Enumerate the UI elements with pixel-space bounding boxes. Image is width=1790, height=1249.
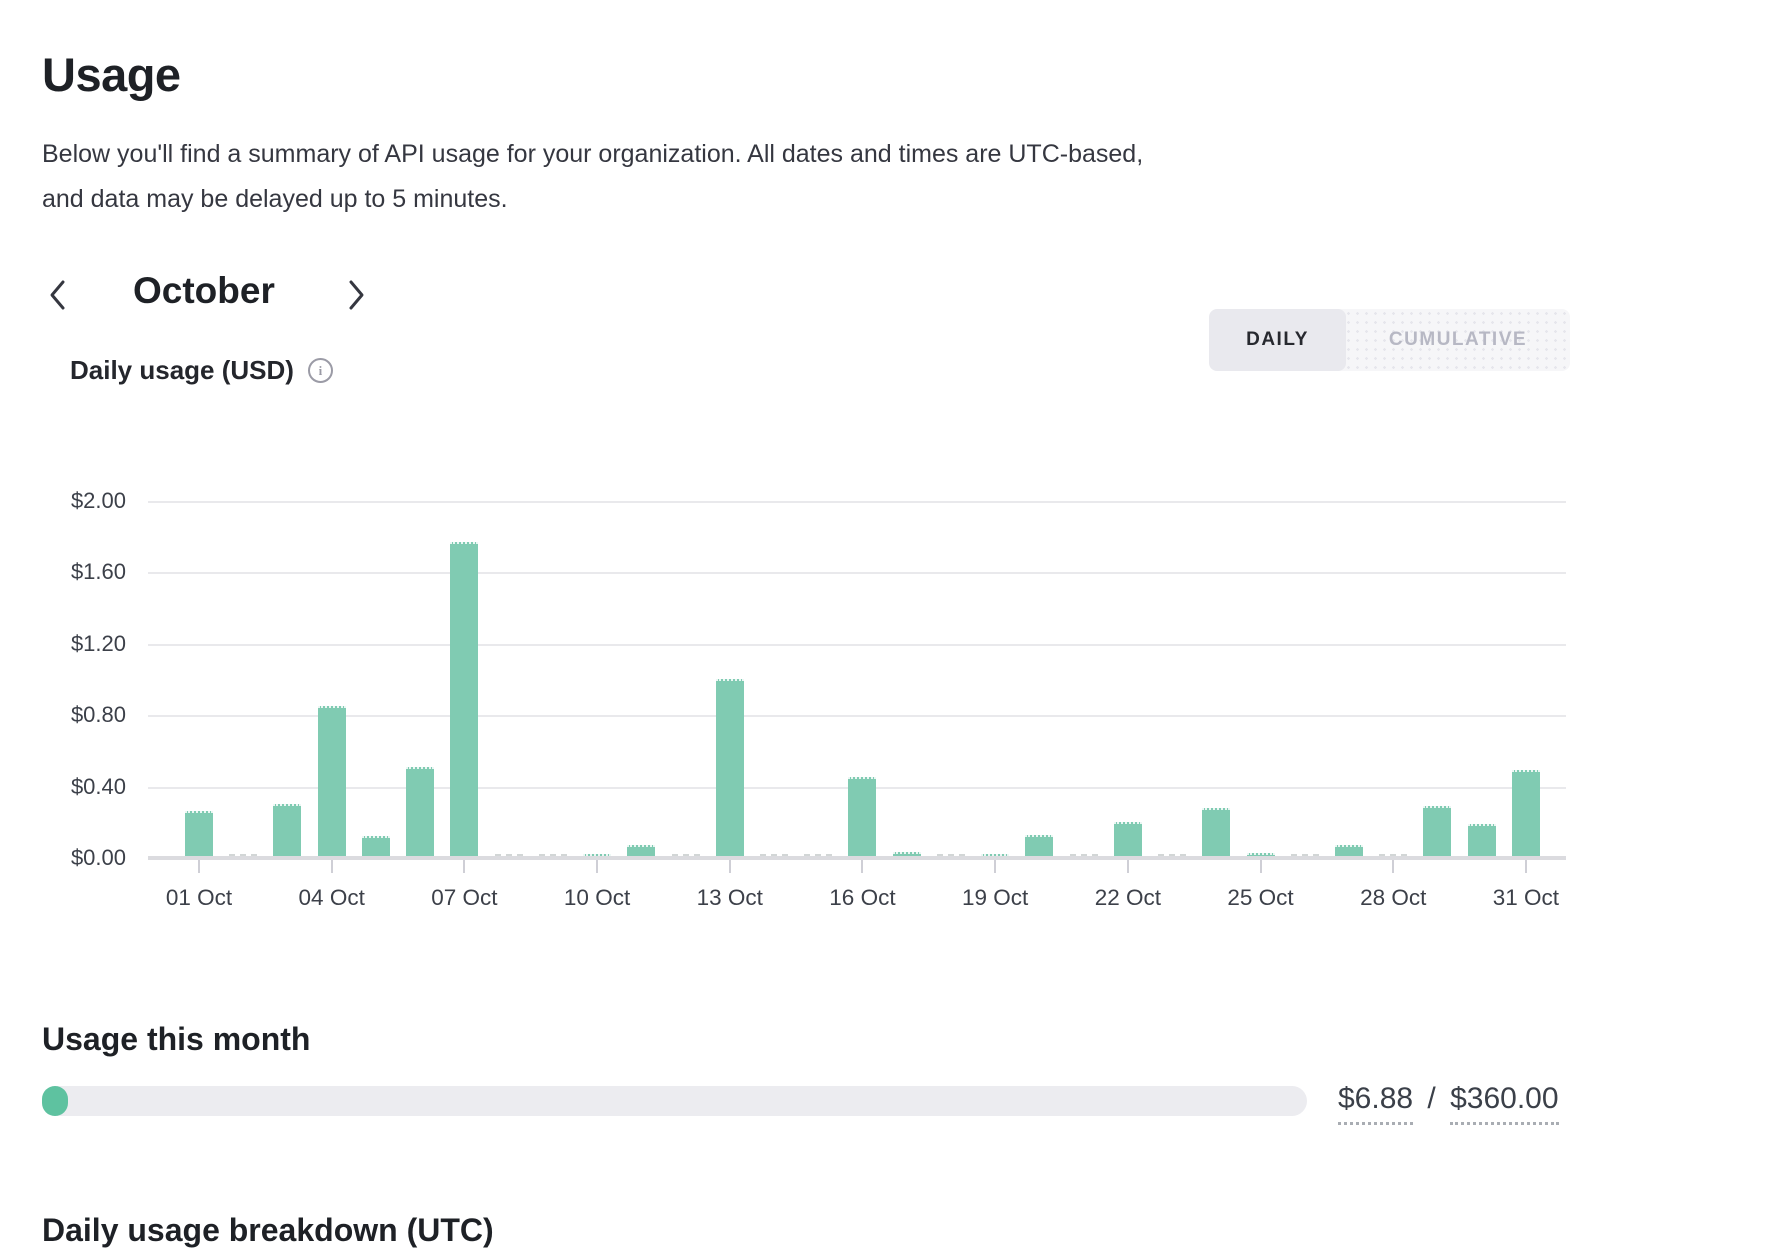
- bar-27-oct[interactable]: [1334, 845, 1363, 856]
- y-axis-tick-label: $2.00: [70, 488, 126, 513]
- bar-07-oct[interactable]: [450, 542, 479, 856]
- y-axis-tick-label: $0.00: [70, 845, 126, 870]
- bar-06-oct[interactable]: [406, 767, 435, 856]
- x-axis-tick: [596, 860, 599, 873]
- page-description-line2: and data may be delayed up to 5 minutes.: [42, 185, 508, 213]
- x-axis-tick: [1524, 860, 1527, 873]
- chart-title: Daily usage (USD): [70, 355, 294, 385]
- bar-22-oct[interactable]: [1113, 822, 1142, 856]
- chart-title-row: Daily usage (USD) i: [70, 355, 333, 386]
- x-axis-tick-label: 07 Oct: [431, 885, 498, 910]
- gridline: [148, 643, 1566, 646]
- zero-bar-23-oct: [1158, 854, 1187, 856]
- usage-used-amount[interactable]: $6.88: [1338, 1082, 1414, 1125]
- usage-limit-amount[interactable]: $360.00: [1450, 1082, 1559, 1125]
- bar-20-oct[interactable]: [1025, 835, 1054, 856]
- x-axis-tick: [1392, 860, 1395, 873]
- page-description: Below you'll find a summary of API usage…: [42, 132, 1143, 222]
- y-axis-tick-label: $1.60: [70, 559, 126, 585]
- zero-bar-14-oct: [759, 854, 788, 856]
- plot-area: 01 Oct 04 Oct 07 Oct 10 Oct 13 Oct 16 Oct 19 O…: [148, 501, 1566, 910]
- bar-04-oct[interactable]: [317, 706, 346, 856]
- previous-month-button[interactable]: [46, 278, 70, 312]
- gridline: [148, 572, 1566, 575]
- bar-24-oct[interactable]: [1202, 808, 1231, 856]
- bar-13-oct[interactable]: [715, 679, 744, 856]
- bar-01-oct[interactable]: [185, 811, 213, 856]
- usage-amount-separator: /: [1419, 1082, 1445, 1115]
- daily-toggle-button[interactable]: DAILY: [1209, 309, 1346, 371]
- page-title: Usage: [42, 48, 181, 102]
- x-axis-tick-label: 13 Oct: [696, 885, 763, 910]
- bar-05-oct[interactable]: [361, 836, 390, 856]
- zero-bar-18-oct: [936, 854, 965, 856]
- x-axis-tick: [1259, 860, 1262, 873]
- usage-amounts: $6.88 / $360.00: [1338, 1082, 1559, 1125]
- x-axis-tick-label: 04 Oct: [298, 885, 365, 910]
- bar-10-oct[interactable]: [583, 854, 612, 856]
- zero-bar-02-oct: [229, 854, 258, 856]
- x-axis-tick: [463, 860, 466, 873]
- bar-29-oct[interactable]: [1423, 806, 1452, 856]
- y-axis-tick-label: $0.40: [70, 773, 126, 799]
- bar-30-oct[interactable]: [1467, 824, 1496, 856]
- x-axis-tick-label: 28 Oct: [1360, 885, 1427, 910]
- zero-bar-15-oct: [804, 854, 833, 856]
- gridline: [148, 715, 1566, 718]
- zero-bar-26-oct: [1290, 854, 1319, 856]
- bar-11-oct[interactable]: [627, 845, 656, 856]
- bar-25-oct[interactable]: [1246, 853, 1275, 856]
- cumulative-toggle-button[interactable]: CUMULATIVE: [1346, 309, 1570, 371]
- zero-bar-28-oct: [1379, 854, 1408, 856]
- daily-breakdown-heading: Daily usage breakdown (UTC): [42, 1211, 494, 1248]
- usage-month-heading: Usage this month: [42, 1020, 311, 1057]
- month-label: October: [133, 270, 275, 311]
- x-axis-tick: [994, 860, 997, 873]
- info-icon[interactable]: i: [307, 358, 333, 383]
- x-axis-tick: [198, 860, 200, 873]
- view-toggle: DAILY CUMULATIVE: [1209, 309, 1570, 371]
- x-axis-tick: [1126, 860, 1129, 873]
- x-axis-tick-label: 01 Oct: [165, 885, 233, 910]
- x-axis-tick: [330, 860, 333, 873]
- zero-bar-21-oct: [1069, 854, 1098, 856]
- x-axis-tick: [861, 860, 864, 873]
- x-axis-tick-label: 22 Oct: [1094, 885, 1161, 910]
- y-axis-labels: $2.00 $1.60 $1.20 $0.80 $0.40 $0.00: [0, 488, 126, 870]
- x-axis-tick: [728, 860, 731, 873]
- bar-31-oct[interactable]: [1511, 770, 1540, 856]
- x-axis-tick-label: 19 Oct: [961, 885, 1029, 910]
- usage-progress-bar: [42, 1086, 1307, 1116]
- x-axis-tick-label: 31 Oct: [1492, 885, 1560, 910]
- bar-19-oct[interactable]: [981, 854, 1010, 856]
- usage-progress-fill: [42, 1086, 68, 1116]
- x-axis-tick-label: 10 Oct: [563, 885, 631, 910]
- x-axis-tick-label: 25 Oct: [1227, 885, 1294, 910]
- y-axis-tick-label: $0.80: [70, 702, 126, 728]
- page-description-line1: Below you'll find a summary of API usage…: [42, 140, 1144, 168]
- x-axis-tick-label: 16 Oct: [829, 885, 896, 910]
- bar-03-oct[interactable]: [273, 804, 302, 856]
- bar-16-oct[interactable]: [848, 777, 877, 856]
- x-axis-line: [148, 856, 1566, 860]
- zero-bar-12-oct: [671, 854, 700, 856]
- chevron-right-icon: [344, 280, 368, 315]
- gridline: [148, 501, 1566, 503]
- bar-17-oct[interactable]: [892, 852, 921, 856]
- chevron-left-icon: [46, 280, 70, 315]
- next-month-button[interactable]: [344, 278, 368, 312]
- zero-bar-08-oct: [494, 854, 523, 856]
- y-axis-tick-label: $1.20: [70, 630, 126, 656]
- zero-bar-09-oct: [538, 854, 567, 856]
